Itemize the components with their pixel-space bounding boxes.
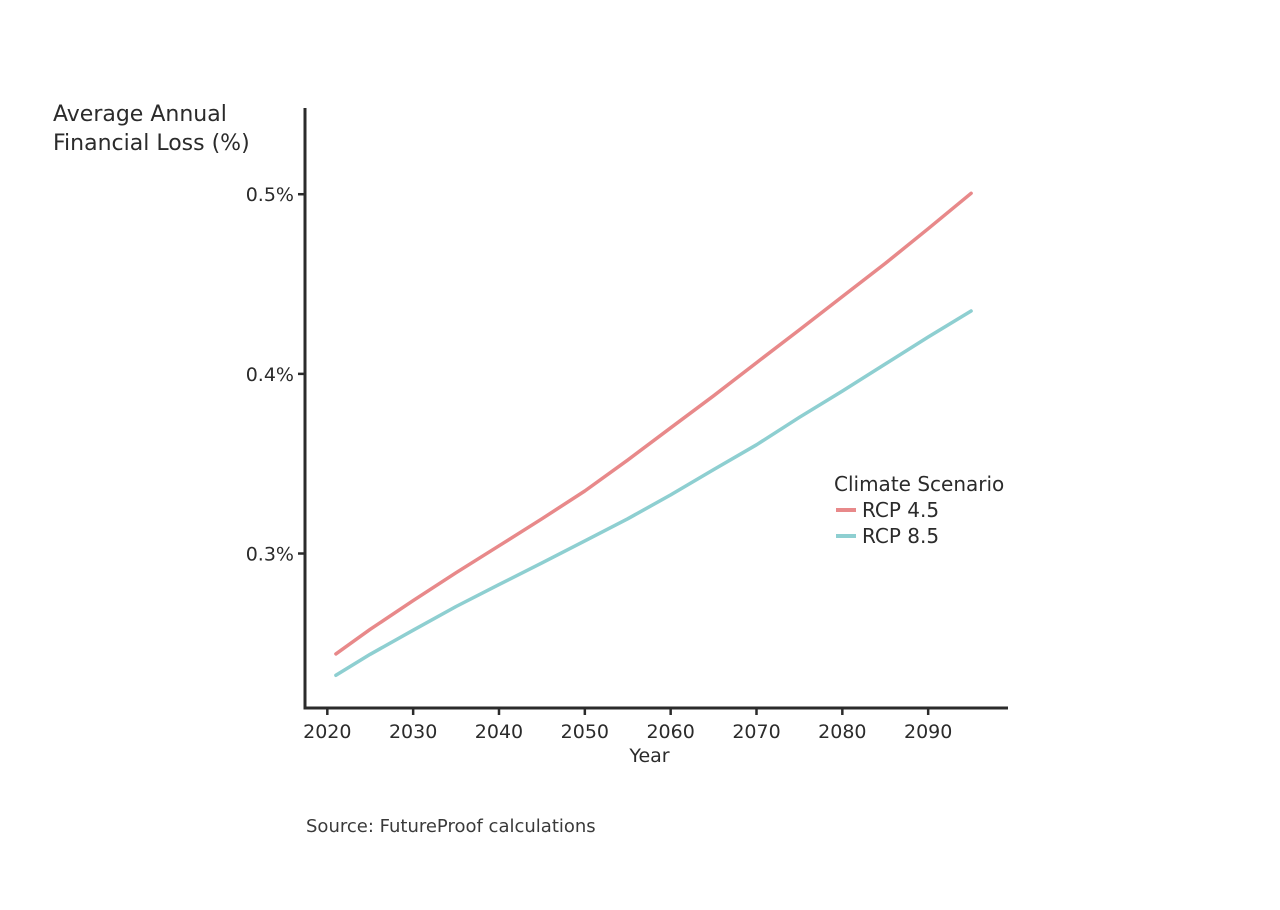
- x-tick-label: 2020: [303, 721, 351, 743]
- y-tick-label: 0.3%: [246, 544, 294, 566]
- x-tick-label: 2040: [475, 721, 523, 743]
- x-tick-label: 2090: [904, 721, 952, 743]
- legend-label: RCP 8.5: [862, 524, 939, 548]
- series-line-rcp-4-5: [334, 191, 973, 656]
- source-note: Source: FutureProof calculations: [306, 816, 596, 837]
- x-tick-label: 2080: [818, 721, 866, 743]
- x-tick-label: 2060: [646, 721, 694, 743]
- y-axis-label-line-1: Average Annual: [53, 102, 227, 127]
- y-axis-label-line-2: Financial Loss (%): [53, 131, 250, 156]
- legend-title: Climate Scenario: [834, 472, 1004, 496]
- x-tick-label: 2050: [561, 721, 609, 743]
- x-tick-label: 2030: [389, 721, 437, 743]
- x-tick-label: 2070: [732, 721, 780, 743]
- series-line-rcp-8-5: [334, 309, 973, 678]
- legend-label: RCP 4.5: [862, 498, 939, 522]
- y-tick-label: 0.5%: [246, 184, 294, 206]
- y-tick-label: 0.4%: [246, 364, 294, 386]
- x-axis-label: Year: [628, 745, 669, 767]
